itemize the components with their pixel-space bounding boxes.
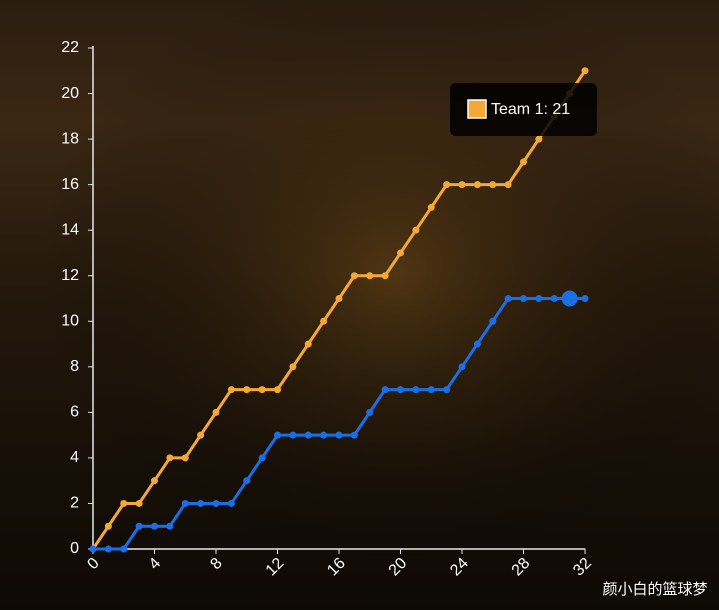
data-point (151, 477, 158, 485)
y-tick-label: 0 (70, 540, 79, 557)
data-point (289, 363, 297, 371)
data-point (120, 499, 128, 507)
data-point (212, 408, 220, 416)
data-point (504, 295, 512, 302)
data-point (458, 181, 466, 189)
data-point (335, 431, 343, 439)
y-tick-label: 20 (61, 85, 79, 102)
y-tick-label: 10 (61, 312, 79, 329)
data-point (520, 158, 527, 166)
data-point (243, 386, 251, 394)
data-point (197, 499, 205, 507)
data-point (489, 317, 497, 325)
data-point (227, 386, 235, 394)
y-tick-label: 18 (61, 130, 79, 147)
data-point (397, 386, 404, 394)
data-point (550, 295, 558, 302)
data-point (181, 499, 189, 507)
data-point (304, 431, 312, 439)
data-point (381, 386, 389, 394)
tooltip: Team 1: 21 (450, 83, 597, 136)
data-point (427, 203, 435, 211)
data-point (458, 363, 466, 371)
data-point (258, 454, 266, 462)
data-point (489, 181, 497, 189)
data-point (366, 272, 374, 280)
data-point (473, 340, 481, 348)
data-point (381, 272, 389, 280)
data-point (520, 295, 527, 302)
watermark: 颜小白的篮球梦 (602, 580, 707, 598)
data-point (581, 67, 589, 75)
data-point (535, 295, 543, 302)
data-point (104, 545, 112, 553)
y-tick-label: 12 (61, 267, 79, 284)
y-tick-label: 8 (70, 358, 79, 375)
y-tick-label: 14 (61, 221, 79, 238)
data-point (320, 317, 328, 325)
tooltip-box (450, 83, 597, 136)
data-point (135, 522, 143, 530)
data-point (151, 522, 158, 530)
data-point (166, 454, 174, 462)
data-point (581, 295, 589, 302)
data-point (258, 386, 266, 394)
data-point (443, 181, 451, 189)
tooltip-text: Team 1: 21 (491, 101, 570, 118)
y-tick-label: 4 (70, 449, 79, 466)
data-point (104, 522, 112, 530)
y-tick-label: 2 (70, 495, 79, 512)
data-point (304, 340, 312, 348)
y-tick-label: 6 (70, 404, 79, 421)
data-point (335, 295, 343, 302)
data-point (443, 386, 451, 394)
data-point (243, 477, 251, 485)
data-point (412, 386, 420, 394)
data-point (274, 386, 281, 394)
data-point (535, 135, 543, 143)
data-point (227, 499, 235, 507)
data-point (350, 431, 358, 439)
data-point (504, 181, 512, 189)
y-tick-label: 16 (61, 176, 79, 193)
data-point (289, 431, 297, 439)
data-point (89, 545, 97, 553)
data-point (427, 386, 435, 394)
data-point (366, 408, 374, 416)
data-point (397, 249, 404, 257)
data-point (212, 499, 220, 507)
data-point (166, 522, 174, 530)
data-point (561, 290, 578, 307)
data-point (197, 431, 205, 439)
data-point (274, 431, 281, 439)
data-point (350, 272, 358, 280)
tooltip-swatch (467, 99, 487, 119)
data-point (320, 431, 328, 439)
data-point (412, 226, 420, 234)
data-point (120, 545, 128, 553)
data-point (135, 499, 143, 507)
data-point (181, 454, 189, 462)
data-point (473, 181, 481, 189)
y-tick-label: 22 (61, 39, 79, 56)
